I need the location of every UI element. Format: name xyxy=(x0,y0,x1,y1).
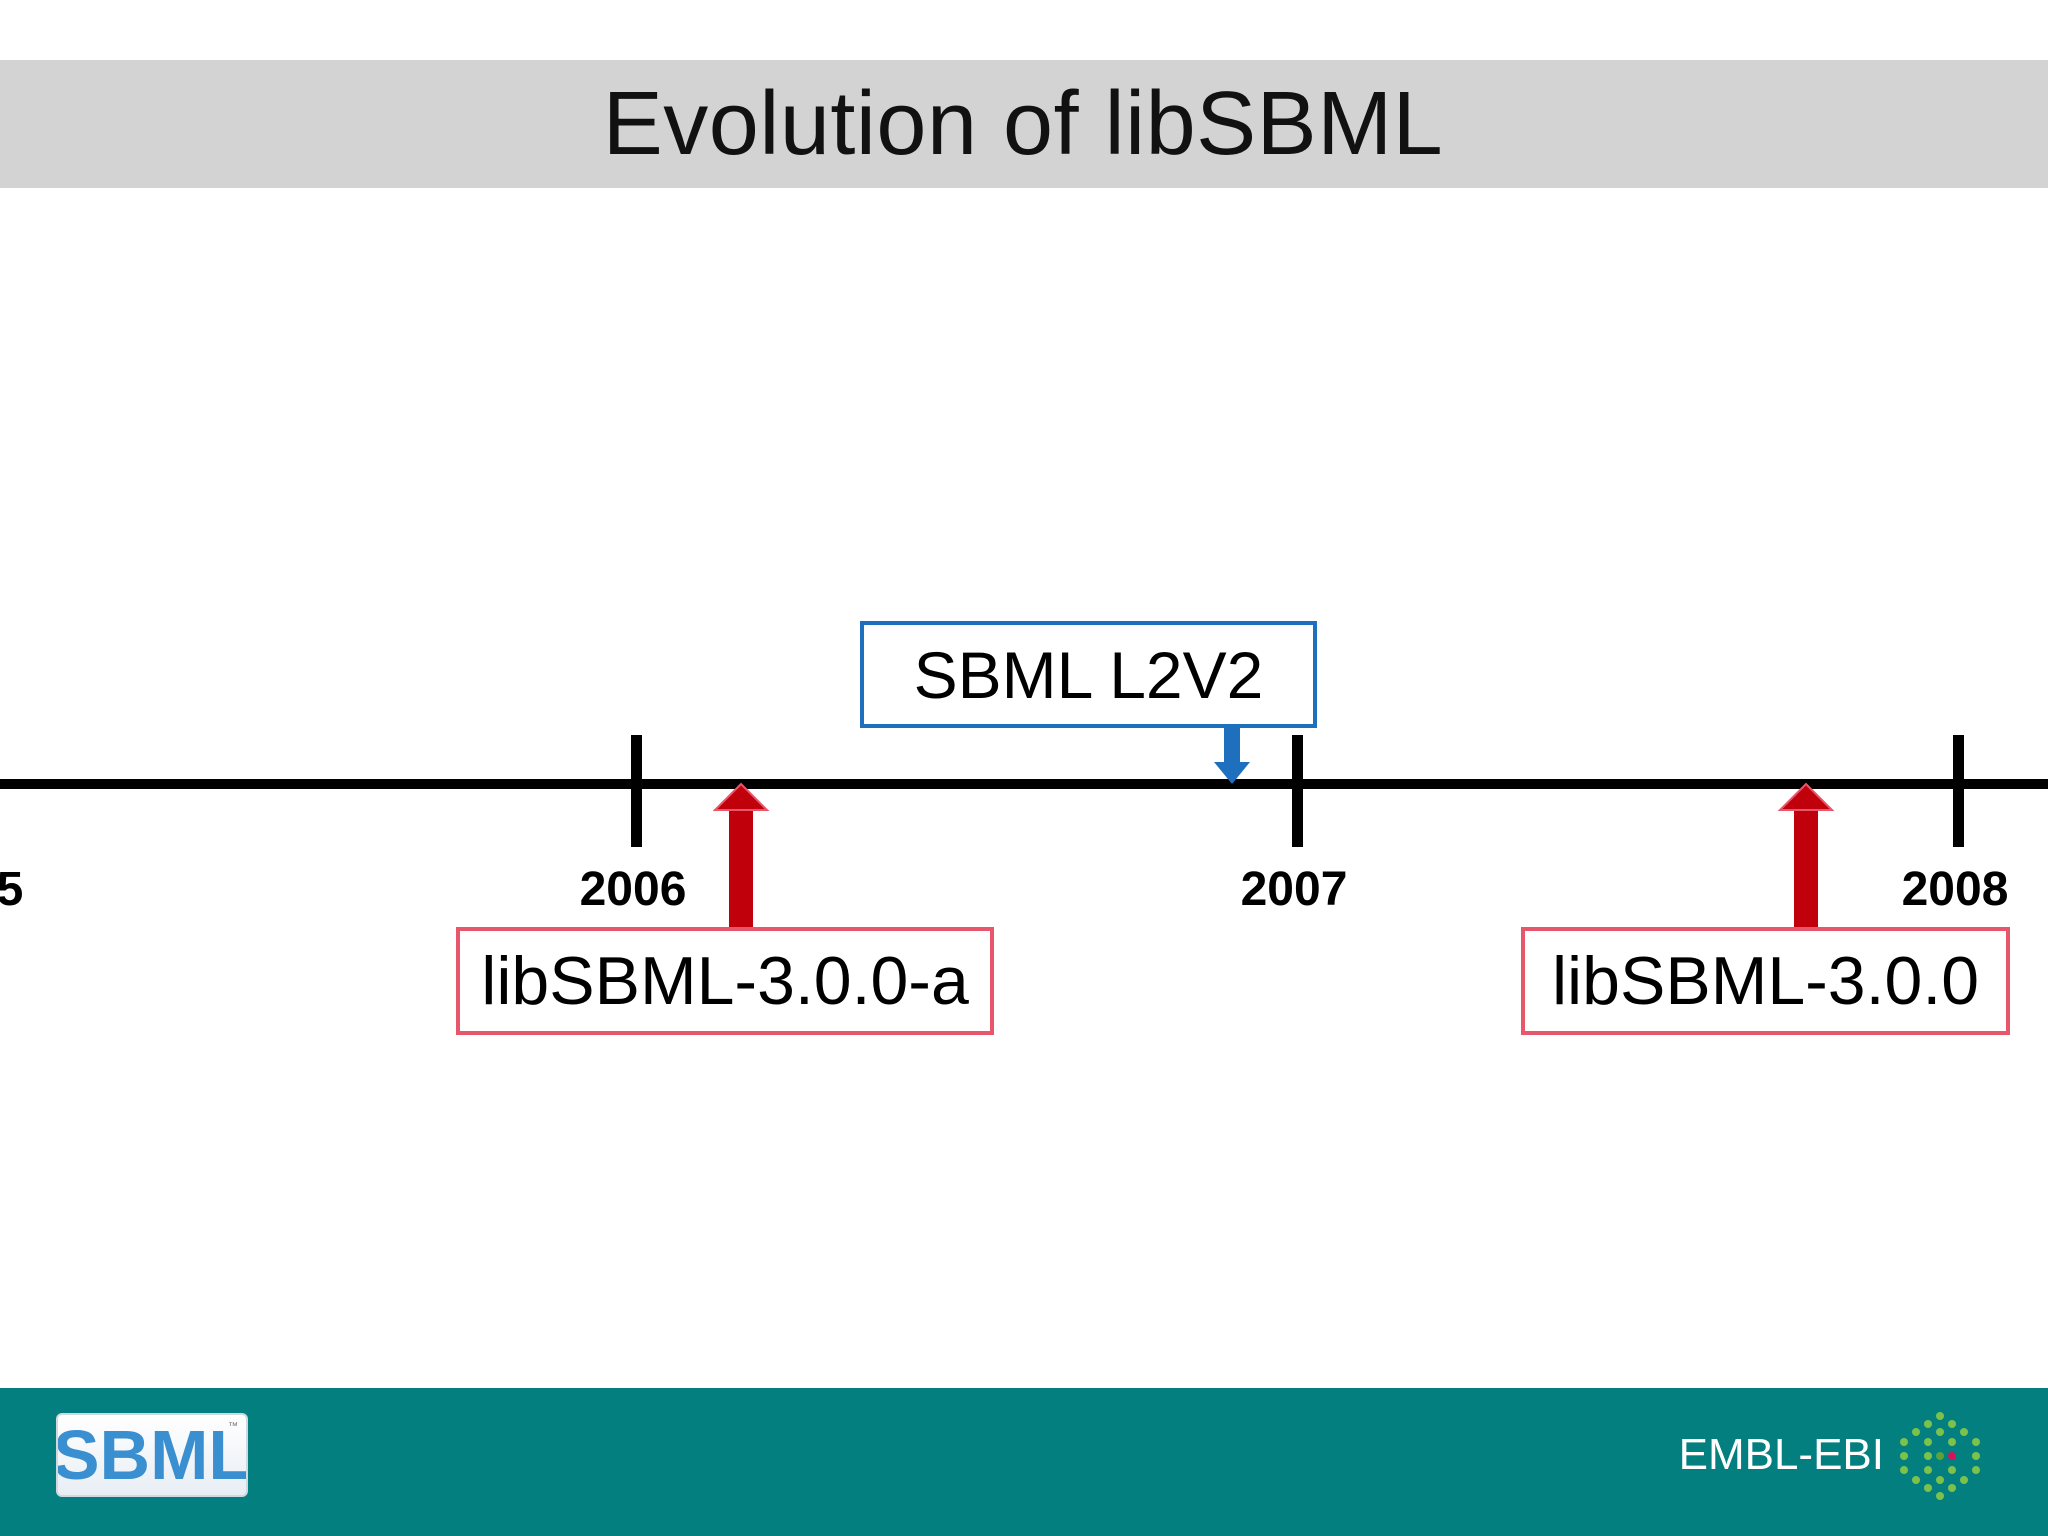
timeline-axis xyxy=(0,779,2048,789)
footer-bar xyxy=(0,1388,2048,1536)
sbml-logo-trademark: ™ xyxy=(228,1421,238,1432)
sbml-logo: SBML ™ xyxy=(56,1413,248,1497)
event-label: SBML L2V2 xyxy=(913,637,1264,712)
embl-ebi-hexagon-icon xyxy=(1900,1412,1980,1500)
event-libsbml-3-0-0-a: libSBML-3.0.0-a xyxy=(456,927,994,1035)
event-label: libSBML-3.0.0-a xyxy=(481,943,969,1019)
embl-ebi-logo-text: EMBL-EBI xyxy=(1678,1430,1884,1479)
slide-title: Evolution of libSBML xyxy=(602,73,1444,174)
tick-2006 xyxy=(631,735,642,847)
arrow-libsbml-3-0-0-a xyxy=(712,782,770,930)
tick-2007 xyxy=(1292,735,1303,847)
event-libsbml-3-0-0: libSBML-3.0.0 xyxy=(1521,927,2010,1035)
title-bar xyxy=(0,60,2048,188)
year-label-2008: 2008 xyxy=(1901,863,2009,916)
year-label-2005: 5 xyxy=(0,863,24,916)
arrow-libsbml-3-0-0 xyxy=(1777,782,1835,930)
event-sbml-l2v2: SBML L2V2 xyxy=(860,621,1317,728)
sbml-logo-text: SBML xyxy=(56,1416,248,1494)
year-label-2006: 2006 xyxy=(579,863,687,916)
tick-2008 xyxy=(1953,735,1964,847)
event-label: libSBML-3.0.0 xyxy=(1551,943,1980,1019)
year-label-2007: 2007 xyxy=(1240,863,1348,916)
